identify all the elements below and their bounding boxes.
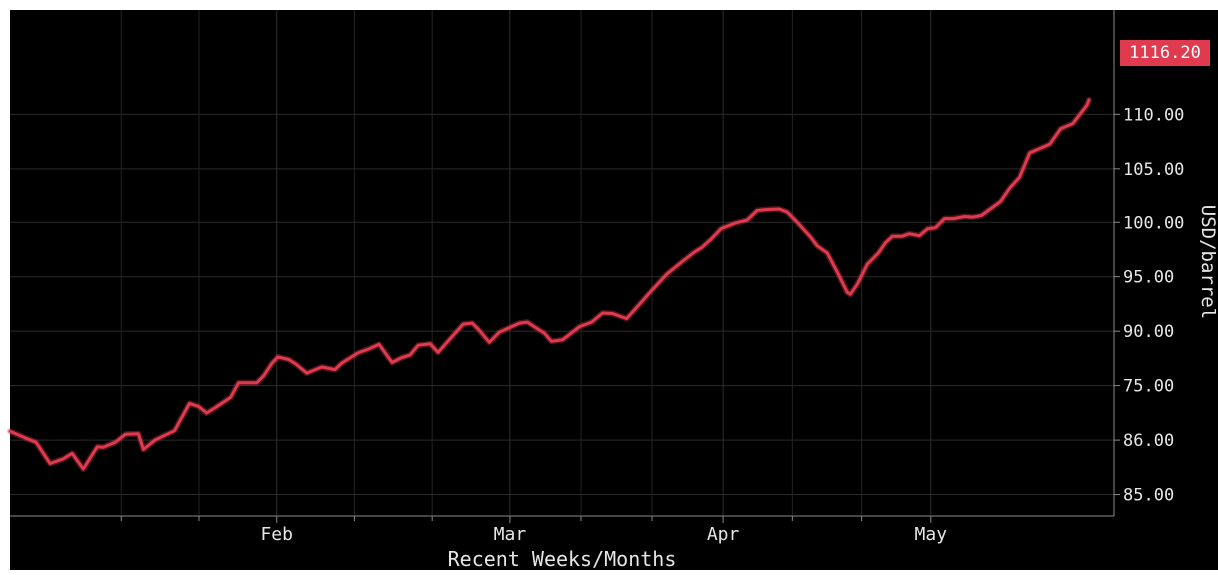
plot-background — [10, 10, 1114, 515]
y-tick-label: 85.00 — [1123, 486, 1174, 506]
x-axis-label: Recent Weeks/Months — [448, 547, 677, 570]
x-tick-label: Mar — [494, 524, 527, 545]
last-value-badge-bg — [1120, 40, 1210, 66]
y-axis-label: USD/barrel — [1197, 205, 1218, 319]
y-tick-label: 105.00 — [1123, 160, 1184, 180]
y-tick-label: 75.00 — [1123, 377, 1174, 397]
x-tick-label: Feb — [260, 524, 293, 545]
last-value-label: 1116.20 — [1129, 43, 1201, 63]
y-tick-label: 110.00 — [1123, 105, 1184, 125]
x-tick-label: Apr — [707, 524, 740, 545]
y-tick-label: 95.00 — [1123, 268, 1174, 288]
y-tick-label: 90.00 — [1123, 322, 1174, 342]
y-axis-ticks: 110.00 105.00 100.00 95.00 90.00 75.00 86.00 85… — [1114, 105, 1184, 506]
axis-panel-bottom — [10, 515, 1218, 570]
series-line — [8, 98, 1091, 471]
last-value-badge: 1116.20 — [1120, 40, 1210, 66]
axis-panel-right — [1114, 10, 1218, 515]
series-layer — [7, 96, 1092, 472]
y-tick-label: 100.00 — [1123, 213, 1184, 233]
y-tick-label: 86.00 — [1123, 431, 1174, 451]
x-axis-ticks: Feb Mar Apr May — [120, 516, 948, 545]
x-tick-label: May — [915, 524, 948, 545]
grid-lines — [10, 10, 1114, 515]
